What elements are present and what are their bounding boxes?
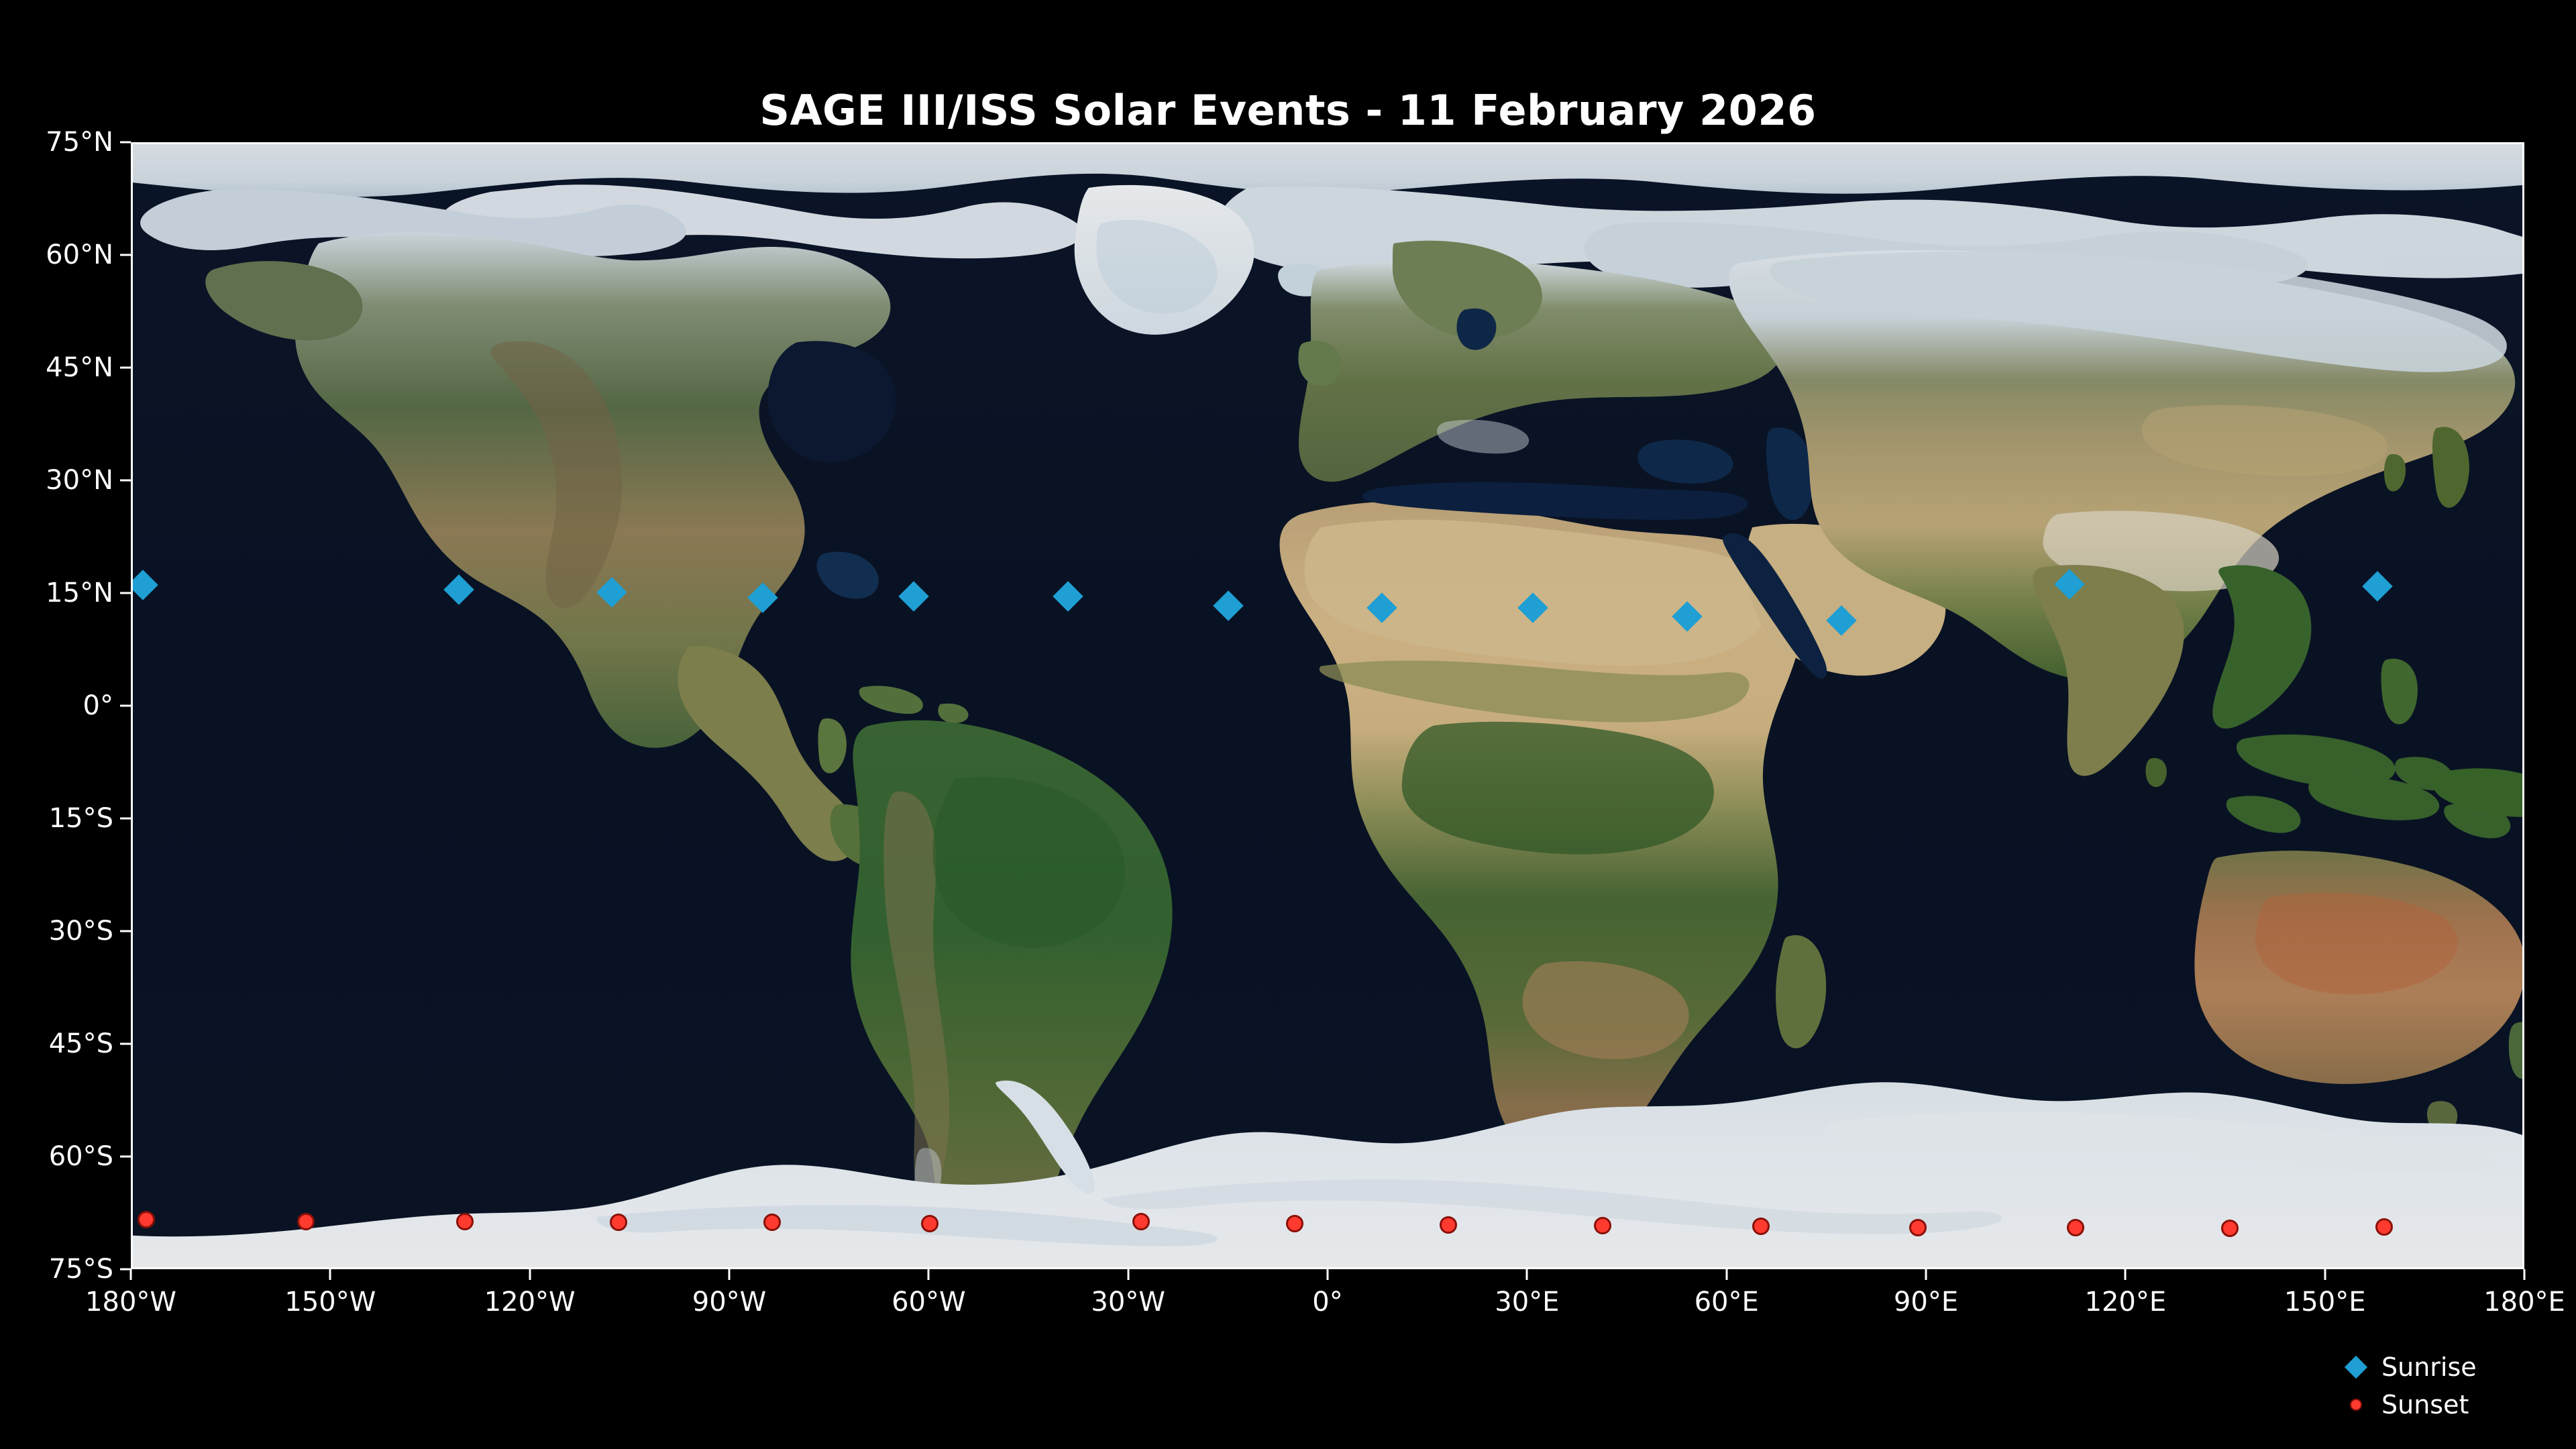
sunrise-marker: [2362, 570, 2393, 602]
y-axis-tick-label: 75°S: [48, 1254, 113, 1285]
sunset-circle-icon: [2334, 1391, 2381, 1418]
sunset-marker: [1752, 1217, 1770, 1235]
sunset-marker: [609, 1214, 627, 1232]
world-map-plot: [131, 142, 2524, 1269]
x-axis-tick-label: 150°E: [2284, 1287, 2366, 1318]
asia: [1729, 250, 2516, 839]
x-axis-tick-mark: [329, 1269, 331, 1280]
legend-label-sunset: Sunset: [2381, 1390, 2469, 1419]
y-axis-tick-mark: [120, 930, 131, 932]
y-axis-tick-mark: [120, 704, 131, 707]
legend: Sunrise Sunset: [2334, 1348, 2477, 1424]
x-axis-tick-mark: [129, 1269, 132, 1280]
y-axis-tick-mark: [120, 1268, 131, 1271]
sunrise-marker: [898, 581, 929, 612]
sunset-marker: [763, 1214, 782, 1232]
event-markers-layer: [133, 144, 2522, 1267]
x-axis-tick-mark: [2523, 1269, 2526, 1280]
y-axis-tick-mark: [120, 254, 131, 256]
sunrise-marker: [1517, 592, 1548, 623]
sunset-marker: [921, 1215, 939, 1233]
x-axis-tick-label: 0°: [1312, 1287, 1343, 1318]
world-map-image: [133, 144, 2522, 1267]
y-axis-tick-label: 60°N: [46, 239, 113, 270]
x-axis-tick-label: 90°E: [1893, 1287, 1959, 1318]
sunrise-marker: [1213, 590, 1244, 621]
sunset-marker: [1909, 1219, 1927, 1237]
greenland: [1074, 184, 1254, 335]
x-axis-tick-label: 180°E: [2483, 1287, 2565, 1318]
x-axis-tick-mark: [1326, 1269, 1329, 1280]
legend-item-sunset: Sunset: [2334, 1386, 2477, 1424]
x-axis-tick-label: 60°W: [892, 1287, 966, 1318]
x-axis-tick-mark: [529, 1269, 531, 1280]
sunset-marker: [297, 1213, 315, 1231]
x-axis-tick-mark: [1725, 1269, 1728, 1280]
x-axis-tick-label: 180°W: [85, 1287, 176, 1318]
sunset-marker: [1440, 1216, 1458, 1234]
x-axis-tick-mark: [1925, 1269, 1927, 1280]
antarctica: [133, 1080, 2522, 1267]
y-axis-tick-label: 30°S: [48, 916, 113, 947]
australia: [2194, 768, 2522, 1132]
y-axis-tick-label: 0°: [83, 690, 113, 721]
legend-label-sunrise: Sunrise: [2381, 1352, 2477, 1382]
x-axis-tick-label: 150°W: [284, 1287, 376, 1318]
sunrise-marker: [1826, 605, 1857, 636]
sunrise-marker: [1052, 581, 1083, 612]
north-america: [205, 232, 969, 867]
sunrise-marker: [747, 582, 778, 614]
y-axis-tick-label: 15°S: [48, 803, 113, 834]
sunrise-marker: [1366, 592, 1397, 623]
y-axis-tick-label: 45°N: [46, 352, 113, 383]
x-axis-tick-label: 30°W: [1091, 1287, 1165, 1318]
y-axis-tick-mark: [120, 592, 131, 594]
sunset-marker: [137, 1210, 155, 1228]
x-axis-tick-mark: [2124, 1269, 2127, 1280]
sunset-marker: [2067, 1219, 2085, 1237]
x-axis-tick-mark: [2324, 1269, 2326, 1280]
sunrise-marker: [1672, 601, 1703, 633]
x-axis-tick-label: 90°W: [692, 1287, 767, 1318]
y-axis-tick-label: 45°S: [48, 1028, 113, 1059]
x-axis-tick-mark: [1525, 1269, 1528, 1280]
y-axis-tick-mark: [120, 366, 131, 369]
y-axis-tick-label: 75°N: [46, 127, 113, 158]
south-america: [851, 720, 1173, 1267]
x-axis-tick-label: 120°W: [484, 1287, 576, 1318]
sunset-marker: [2375, 1218, 2393, 1236]
y-axis-tick-label: 15°N: [46, 578, 113, 608]
x-axis-tick-label: 60°E: [1694, 1287, 1759, 1318]
x-axis-tick-label: 30°E: [1495, 1287, 1560, 1318]
sunset-marker: [2220, 1220, 2239, 1238]
x-axis-tick-label: 120°E: [2084, 1287, 2167, 1318]
europe: [1298, 240, 1814, 521]
x-axis-tick-mark: [728, 1269, 731, 1280]
legend-item-sunrise: Sunrise: [2334, 1348, 2477, 1386]
sunrise-marker: [133, 570, 158, 601]
y-axis-tick-mark: [120, 1155, 131, 1158]
y-axis-tick-mark: [120, 479, 131, 482]
sunrise-marker: [596, 576, 627, 608]
arctic-ice: [133, 144, 2522, 290]
x-axis-tick-mark: [927, 1269, 930, 1280]
sunrise-diamond-icon: [2334, 1354, 2381, 1381]
sunrise-marker: [2054, 569, 2085, 600]
sunrise-marker: [443, 574, 474, 605]
africa: [1279, 482, 1946, 1165]
sunset-marker: [455, 1213, 474, 1231]
sunset-marker: [1594, 1216, 1612, 1234]
y-axis-tick-mark: [120, 1042, 131, 1045]
y-axis-tick-mark: [120, 141, 131, 144]
y-axis-tick-mark: [120, 817, 131, 820]
y-axis-tick-label: 60°S: [48, 1141, 113, 1172]
x-axis-tick-mark: [1127, 1269, 1130, 1280]
sunset-marker: [1132, 1213, 1150, 1231]
y-axis-tick-label: 30°N: [46, 465, 113, 496]
sunset-marker: [1286, 1215, 1304, 1233]
page-title: SAGE III/ISS Solar Events - 11 February …: [759, 86, 1817, 135]
